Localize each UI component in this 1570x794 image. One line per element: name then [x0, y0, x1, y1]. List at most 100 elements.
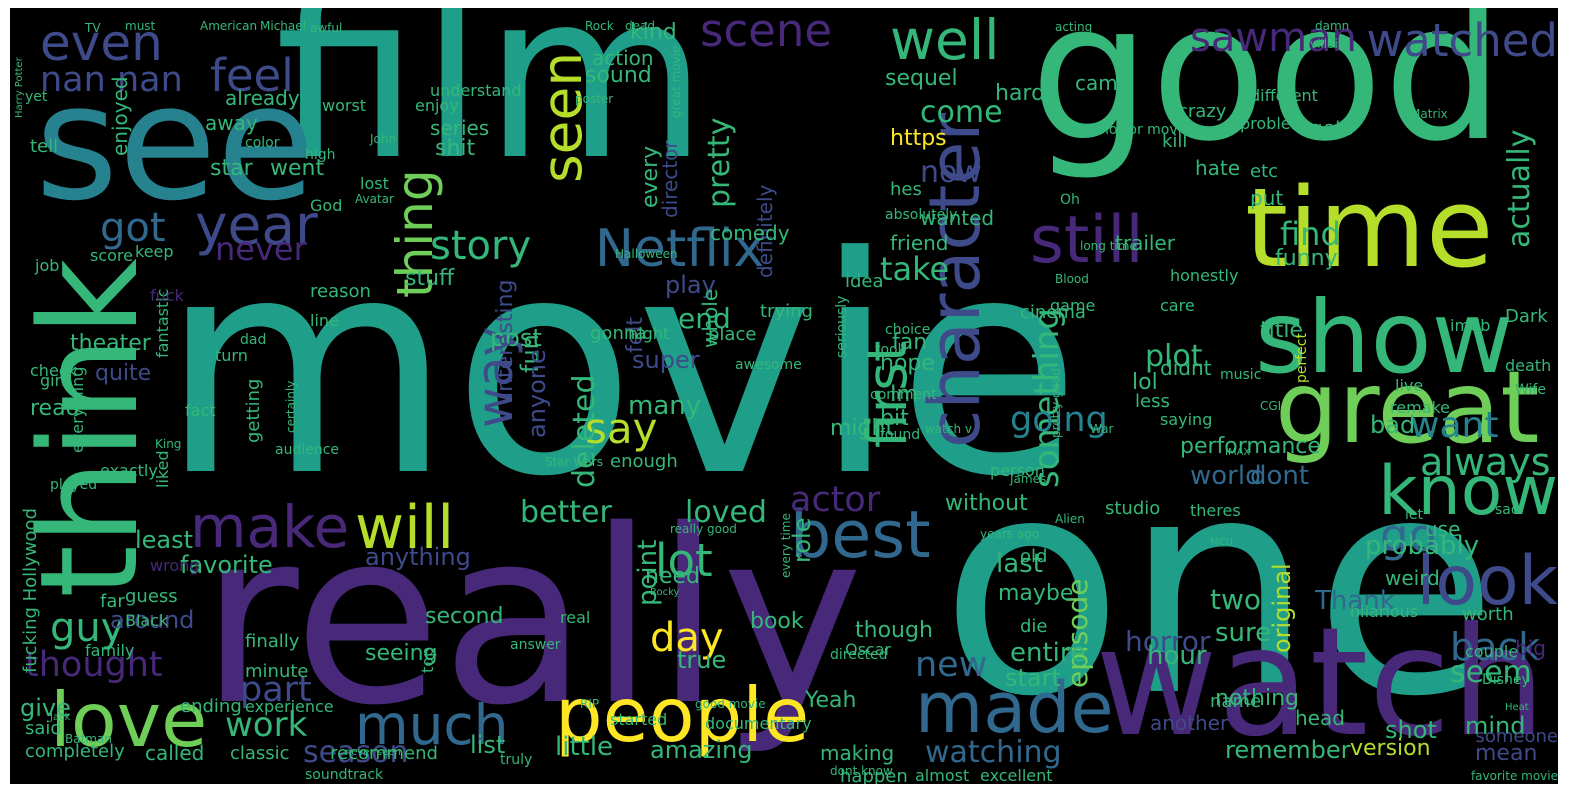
word-put: put [1250, 186, 1284, 210]
word-excellent: excellent [980, 766, 1053, 784]
word-hard: hard [995, 81, 1046, 106]
word-actually: actually [1502, 129, 1537, 248]
word-fucking: fucking Hollywood [20, 508, 41, 673]
word-mind: mind [1465, 712, 1526, 740]
word-comment: comment [870, 387, 937, 403]
word-seeing: seeing [365, 641, 438, 666]
word-halloween: Halloween [615, 247, 678, 261]
word-documentary: documentary [705, 714, 812, 733]
word-dont: dont [1250, 461, 1310, 491]
word-dad: dad [240, 332, 267, 348]
word-family: family [85, 641, 135, 660]
word-want: want [1410, 405, 1499, 446]
word-truly: truly [500, 752, 533, 768]
word-line: line [310, 311, 339, 330]
word-use: use [1425, 517, 1461, 541]
word-favorite-movie: favorite movie [1470, 769, 1558, 783]
word-another: another [1150, 711, 1229, 735]
word-etc: etc [1250, 161, 1279, 182]
word-guy: guy [50, 605, 125, 651]
word-acting: acting [1055, 20, 1093, 34]
word-hope: hope [880, 351, 935, 376]
word-watch-v: watch v [925, 422, 972, 436]
word-person: person [990, 461, 1045, 480]
word-dead: dead [625, 19, 655, 33]
word-post: post [490, 324, 542, 352]
word-seem: seem [1450, 655, 1532, 690]
word-fuck: fuck [150, 286, 184, 305]
word-time: time [1245, 164, 1494, 292]
word-enough: enough [610, 451, 678, 472]
word-tell: tell [30, 136, 59, 157]
word-yet: yet [25, 89, 48, 105]
word-score: score [90, 246, 133, 265]
word-nan: nan nan [40, 60, 183, 100]
word-though: though [855, 618, 933, 643]
word-happen: happen [840, 766, 908, 785]
word-care: care [1160, 296, 1195, 315]
word-never-seen: never seen [345, 747, 401, 758]
word-last: last [996, 549, 1043, 579]
word-finally: finally [245, 631, 300, 652]
word-horror-movie: horror movie [1100, 122, 1191, 138]
word-already: already [225, 86, 300, 110]
word-away: away [205, 111, 258, 135]
word-go: go [1380, 509, 1437, 562]
word-started: started [610, 710, 668, 729]
word-netflix: Netflix [595, 219, 765, 279]
word-many: many [628, 391, 702, 421]
word-watching: watching [925, 735, 1062, 770]
word-wanted: wanted [920, 206, 995, 230]
word-hour: hour [1147, 641, 1207, 671]
word-maybe: maybe [998, 581, 1074, 606]
word-second: second [425, 604, 504, 629]
word-enjoyed: enjoyed [108, 76, 132, 156]
word-trying: trying [760, 301, 813, 322]
word-season: season [303, 735, 409, 770]
word-michael: Michael [260, 19, 306, 33]
word-dont-know: dont know [830, 764, 893, 778]
word-find: find [1280, 215, 1341, 253]
word-choice: choice [885, 322, 931, 338]
word-found: found [880, 427, 921, 443]
word-batman: Batman [65, 732, 112, 746]
word-old: old [1020, 546, 1048, 567]
word-every-time: every time [779, 513, 793, 578]
word-even: even [40, 14, 163, 72]
word-game: game [1050, 296, 1096, 315]
word-love: love [50, 676, 208, 764]
word-play: play [665, 271, 716, 299]
word-feel: feel [210, 49, 294, 102]
word-idea: idea [845, 271, 884, 292]
word-audience: audience [275, 442, 340, 458]
word-check: check [30, 361, 77, 380]
word-scene: scene [700, 8, 833, 57]
word-weird: weird [1385, 566, 1440, 590]
word-without: without [945, 491, 1028, 516]
word-series2: hes [890, 179, 922, 200]
word-star-wars: Star Wars [545, 455, 604, 469]
word-awful: awful [310, 21, 343, 35]
word-will: will [355, 493, 455, 563]
word-sound: sound [585, 63, 652, 88]
word-kill: kill [1162, 131, 1188, 152]
word-exactly: exactly [100, 461, 158, 480]
word-amazing: amazing [650, 736, 753, 764]
word-always: always [1420, 440, 1551, 484]
word-theres: theres [1190, 501, 1241, 520]
word-every: every [638, 145, 663, 208]
word-came: came [1075, 71, 1131, 95]
word-villain: villain [1310, 37, 1346, 51]
word-girl: girl [40, 371, 66, 390]
word-problem: problem [1240, 114, 1307, 133]
word-true: true [677, 646, 727, 674]
word-star: star [210, 156, 253, 181]
word-top: top [418, 646, 437, 673]
word-see: see [35, 49, 316, 236]
word-saying: saying [1160, 410, 1213, 429]
word-jack: Jack [50, 712, 71, 723]
word-awesome: awesome [735, 357, 802, 373]
word-work: work [225, 705, 308, 745]
word-turn: turn [215, 346, 248, 365]
word-worst: worst [322, 96, 367, 115]
